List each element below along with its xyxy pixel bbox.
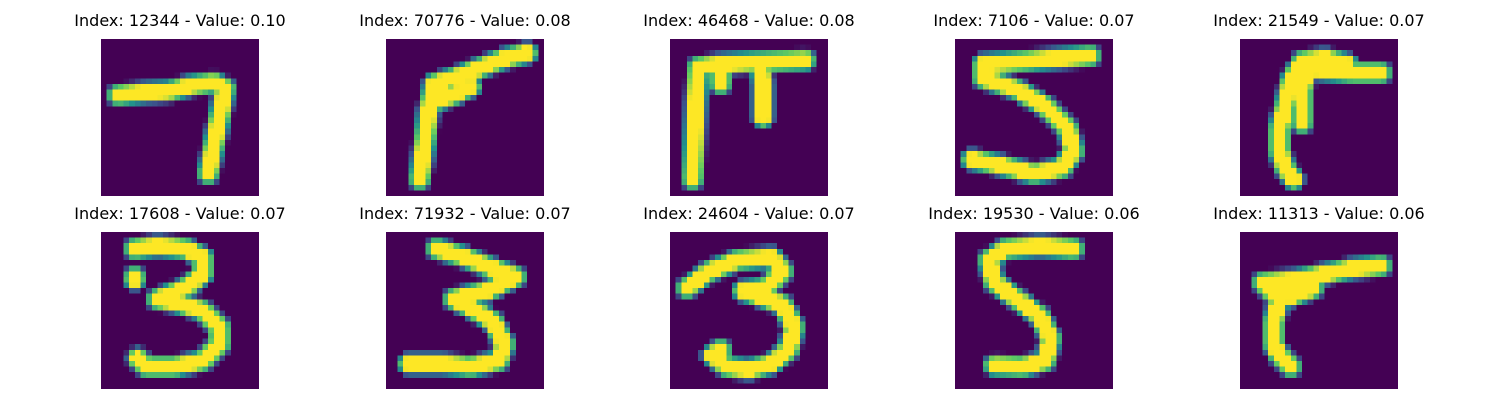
digit-panel-1: Index: 12344 - Value: 0.10: [74, 11, 286, 197]
panel-title: Index: 12344 - Value: 0.10: [74, 11, 286, 30]
digit-panel-8: Index: 24604 - Value: 0.07: [643, 204, 855, 390]
panel-title: Index: 46468 - Value: 0.08: [643, 11, 855, 30]
digit-panel-9: Index: 19530 - Value: 0.06: [928, 204, 1140, 390]
panel-title: Index: 17608 - Value: 0.07: [74, 204, 286, 223]
digit-image: [955, 232, 1113, 389]
digit-panel-7: Index: 71932 - Value: 0.07: [359, 204, 571, 390]
panel-title: Index: 7106 - Value: 0.07: [933, 11, 1135, 30]
digit-image: [1240, 39, 1398, 196]
panel-title: Index: 21549 - Value: 0.07: [1213, 11, 1425, 30]
panel-title: Index: 24604 - Value: 0.07: [643, 204, 855, 223]
digit-image: [955, 39, 1113, 196]
digit-panel-4: Index: 7106 - Value: 0.07: [933, 11, 1135, 197]
digit-panel-2: Index: 70776 - Value: 0.08: [359, 11, 571, 197]
digit-image: [670, 232, 828, 389]
digit-image: [386, 232, 544, 389]
panel-title: Index: 71932 - Value: 0.07: [359, 204, 571, 223]
digit-image: [101, 39, 259, 196]
panel-title: Index: 19530 - Value: 0.06: [928, 204, 1140, 223]
digit-image: [101, 232, 259, 389]
digit-panel-10: Index: 11313 - Value: 0.06: [1213, 204, 1425, 390]
digit-panel-5: Index: 21549 - Value: 0.07: [1213, 11, 1425, 197]
digit-panel-6: Index: 17608 - Value: 0.07: [74, 204, 286, 390]
digit-image: [386, 39, 544, 196]
digit-image: [1240, 232, 1398, 389]
digit-image: [670, 39, 828, 196]
panel-title: Index: 11313 - Value: 0.06: [1213, 204, 1425, 223]
panel-title: Index: 70776 - Value: 0.08: [359, 11, 571, 30]
digit-panel-3: Index: 46468 - Value: 0.08: [643, 11, 855, 197]
